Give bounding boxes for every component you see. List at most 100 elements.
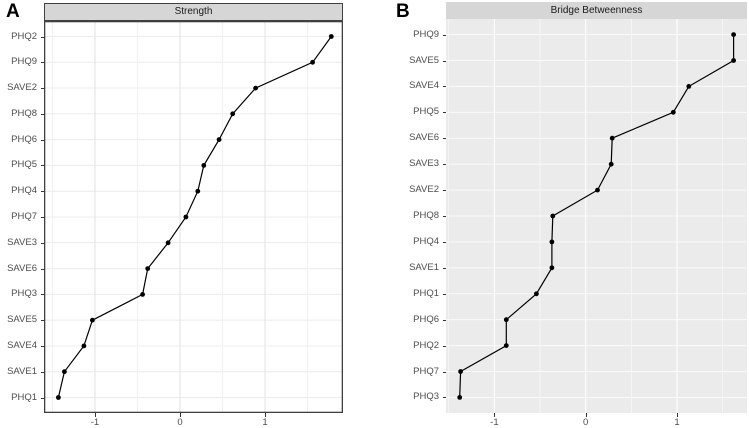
y-axis-tick — [442, 112, 446, 114]
y-axis-label: PHQ1 — [11, 391, 37, 403]
x-axis-tick — [265, 413, 266, 417]
x-axis-label: 1 — [674, 417, 680, 428]
data-point — [310, 59, 315, 65]
x-axis-label: 0 — [177, 417, 183, 428]
data-point — [609, 135, 615, 141]
y-axis-tick — [442, 190, 446, 192]
y-axis-tick — [40, 397, 44, 399]
data-point — [62, 369, 67, 375]
y-axis-tick — [40, 268, 44, 270]
data-point — [595, 187, 600, 193]
data-point — [549, 239, 555, 245]
y-axis-label: SAVE3 — [7, 236, 37, 248]
y-axis-tick — [442, 293, 446, 295]
y-axis-label: PHQ6 — [413, 313, 439, 325]
y-axis-label: PHQ5 — [413, 106, 439, 118]
y-axis-tick — [40, 242, 44, 244]
y-axis-tick — [442, 164, 446, 166]
y-axis-label: PHQ4 — [413, 235, 439, 247]
y-axis-label: PHQ3 — [413, 391, 439, 403]
data-point — [145, 266, 151, 271]
y-axis-tick — [442, 397, 446, 399]
y-axis-tick — [40, 320, 44, 322]
x-axis-tick — [494, 413, 496, 417]
data-point — [670, 109, 676, 115]
y-axis-tick — [442, 319, 446, 321]
strength-facet-strip: Strength — [44, 3, 343, 21]
y-axis-label: PHQ9 — [413, 28, 439, 40]
data-point — [458, 369, 463, 374]
y-axis-tick — [40, 62, 44, 64]
data-point — [503, 343, 509, 348]
x-axis-tick — [585, 413, 587, 417]
y-axis-label: SAVE6 — [7, 262, 37, 274]
y-axis-tick — [40, 139, 44, 141]
x-axis-label: -1 — [90, 417, 100, 428]
data-point — [140, 292, 145, 297]
data-point — [56, 395, 61, 400]
y-axis-tick — [40, 191, 44, 193]
bridge-betweenness-facet-strip-title: Bridge Betweenness — [550, 4, 643, 16]
data-point — [230, 111, 236, 117]
data-point — [731, 32, 736, 37]
data-point — [165, 240, 171, 246]
x-axis-tick — [95, 413, 96, 417]
y-axis-label: PHQ6 — [11, 133, 37, 145]
y-axis-tick — [40, 345, 44, 347]
data-point — [686, 84, 692, 89]
strength-plot-panel — [44, 21, 343, 413]
y-axis-label: SAVE1 — [409, 261, 439, 273]
data-point — [534, 291, 539, 297]
data-point — [549, 265, 555, 271]
bridge-betweenness-chart-svg — [446, 19, 747, 413]
y-axis-label: SAVE6 — [409, 132, 439, 144]
y-axis-label: PHQ7 — [11, 211, 37, 222]
y-axis-label: SAVE3 — [409, 158, 439, 170]
data-point — [731, 58, 736, 63]
y-axis-label: PHQ4 — [11, 185, 37, 197]
y-axis-tick — [442, 345, 446, 347]
y-axis-tick — [40, 165, 44, 167]
y-axis-label: PHQ8 — [413, 210, 439, 221]
y-axis-tick — [442, 34, 446, 36]
y-axis-tick — [442, 60, 446, 62]
data-point — [195, 188, 201, 194]
y-axis-tick — [442, 86, 446, 88]
y-axis-label: PHQ5 — [11, 159, 37, 171]
x-axis-label: 1 — [262, 417, 268, 428]
y-axis-tick — [442, 267, 446, 269]
y-axis-tick — [442, 371, 446, 373]
data-point — [550, 213, 556, 219]
y-axis-tick — [442, 138, 446, 140]
y-axis-label: SAVE4 — [409, 80, 439, 92]
y-axis-label: PHQ8 — [11, 107, 37, 119]
y-axis-label: SAVE5 — [7, 314, 37, 326]
x-axis-label: -1 — [490, 417, 499, 428]
y-axis-tick — [442, 216, 446, 217]
data-point — [90, 317, 95, 323]
y-axis-tick — [442, 241, 446, 243]
bridge-betweenness-facet-strip: Bridge Betweenness — [446, 2, 747, 19]
y-axis-tick — [40, 88, 44, 90]
y-axis-label: SAVE2 — [7, 82, 37, 94]
strength-chart-svg — [44, 21, 343, 413]
y-axis-tick — [40, 371, 44, 373]
data-point — [183, 214, 189, 220]
x-axis-tick — [677, 413, 678, 417]
strength-facet-strip-title: Strength — [174, 6, 213, 17]
data-point — [608, 161, 614, 167]
y-axis-label: PHQ7 — [413, 365, 439, 377]
y-axis-label: PHQ1 — [413, 287, 439, 299]
x-axis-tick — [180, 413, 181, 417]
y-axis-label: SAVE2 — [409, 184, 439, 196]
panel-b-tag: B — [396, 1, 410, 22]
y-axis-tick — [40, 294, 44, 296]
data-point — [503, 317, 509, 323]
data-point — [457, 395, 463, 400]
y-axis-label: PHQ9 — [11, 56, 37, 68]
data-point — [201, 163, 207, 168]
bridge-betweenness-plot-panel — [446, 19, 747, 413]
